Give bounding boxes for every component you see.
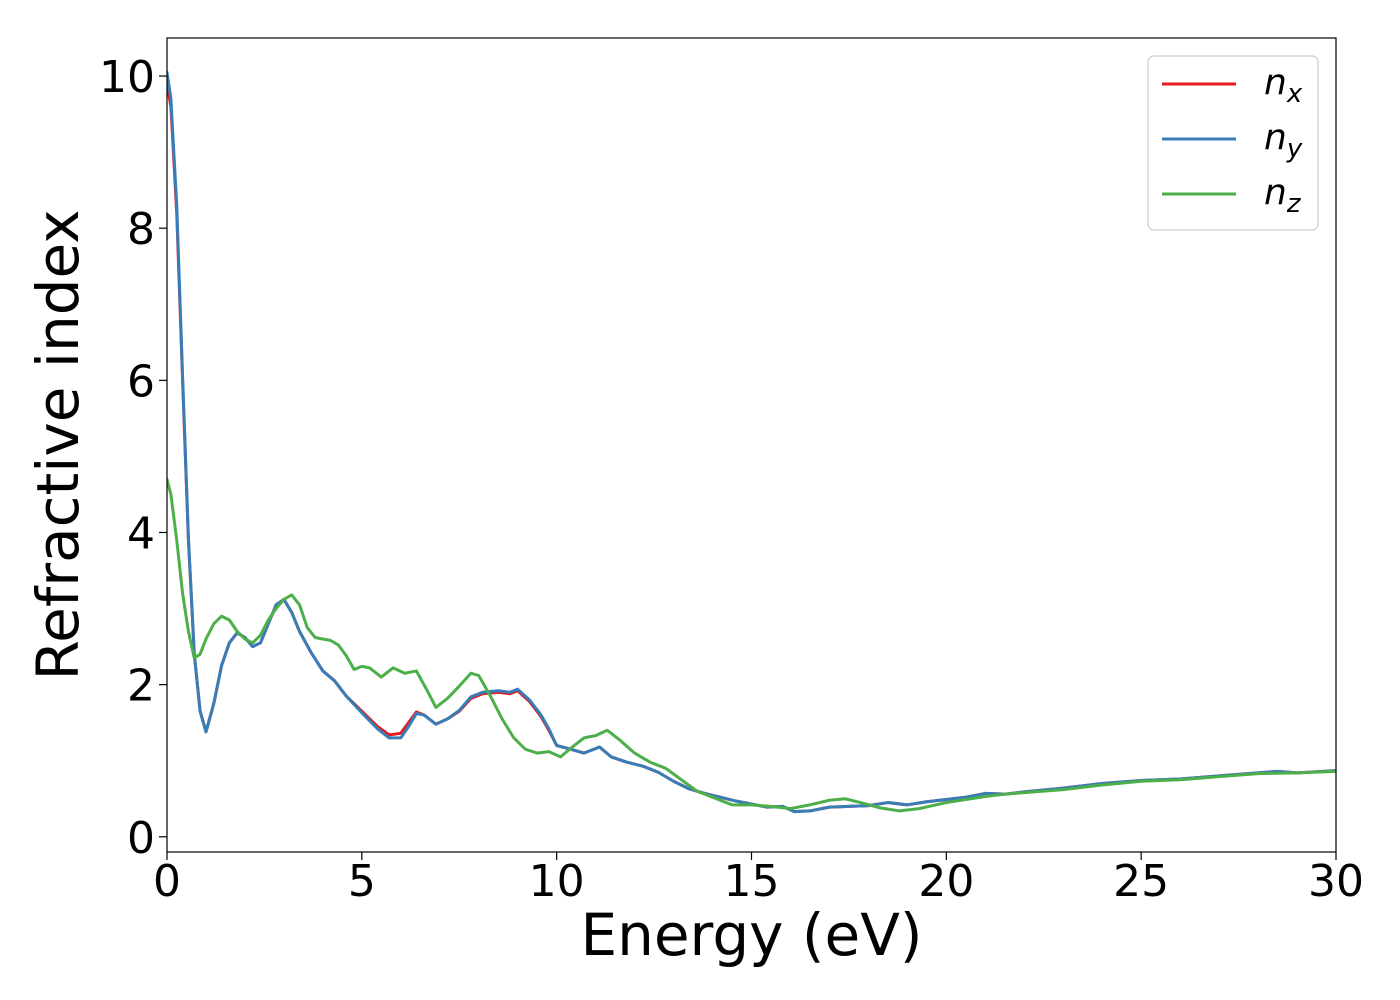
y-tick-label: 0	[127, 813, 155, 864]
y-tick-label: 4	[127, 508, 155, 559]
x-axis-title: Energy (eV)	[580, 901, 922, 969]
y-tick-label: 6	[127, 356, 155, 407]
series-line-n-y	[167, 70, 1336, 814]
x-tick-label: 10	[529, 856, 585, 907]
y-tick-label: 2	[127, 661, 155, 712]
legend-label-main: n	[1264, 172, 1287, 213]
legend-label-subscript: x	[1286, 79, 1303, 109]
x-tick-label: 30	[1308, 856, 1364, 907]
y-tick-label: 10	[99, 52, 155, 103]
legend-label-subscript: y	[1286, 134, 1303, 164]
legend-label-main: n	[1264, 117, 1287, 158]
x-tick-label: 20	[918, 856, 974, 907]
x-axis-ticks: 0 5 10 15 20 25 30	[153, 852, 1364, 907]
legend-label-n-y: ny	[1264, 117, 1303, 164]
x-tick-label: 25	[1113, 856, 1169, 907]
x-tick-label: 5	[348, 856, 376, 907]
legend-label-subscript: z	[1286, 189, 1302, 219]
y-tick-label: 8	[127, 204, 155, 255]
legend-box	[1147, 55, 1319, 231]
series-line-n-z	[167, 477, 1336, 813]
series-layer	[167, 70, 1336, 814]
y-axis-title: Refractive index	[24, 209, 92, 680]
legend-label-n-x: nx	[1264, 62, 1303, 109]
x-tick-label: 15	[724, 856, 780, 907]
y-axis-ticks: 0 2 4 6 8 10	[99, 52, 167, 864]
x-tick-label: 0	[153, 856, 181, 907]
legend-label-n-z: nz	[1264, 172, 1302, 219]
legend-label-main: n	[1264, 62, 1287, 103]
